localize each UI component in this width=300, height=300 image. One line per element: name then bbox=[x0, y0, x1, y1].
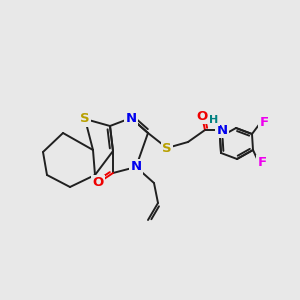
Text: F: F bbox=[260, 116, 268, 128]
Text: N: N bbox=[216, 124, 228, 136]
Text: F: F bbox=[257, 157, 267, 169]
Text: N: N bbox=[130, 160, 142, 173]
Text: O: O bbox=[196, 110, 208, 122]
Text: S: S bbox=[80, 112, 90, 125]
Text: N: N bbox=[125, 112, 136, 124]
Text: H: H bbox=[209, 115, 219, 125]
Text: O: O bbox=[92, 176, 104, 190]
Text: S: S bbox=[162, 142, 172, 154]
